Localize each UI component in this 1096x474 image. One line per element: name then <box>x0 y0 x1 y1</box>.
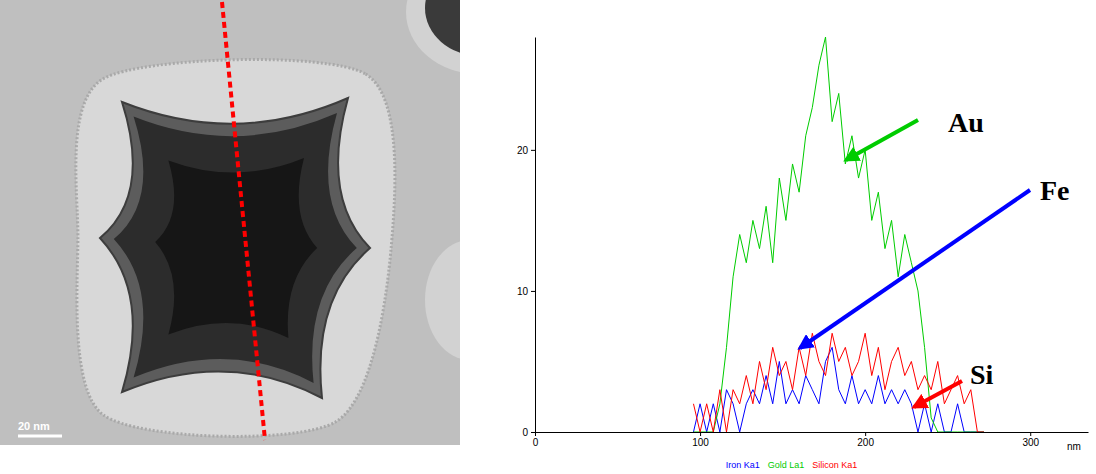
y-tick-label: 20 <box>517 145 529 156</box>
x-tick-mark <box>865 432 866 436</box>
y-tick: 0 <box>522 427 535 438</box>
neighbour-shell <box>425 240 460 360</box>
y-tick: 20 <box>517 145 535 156</box>
y-axis-line <box>535 38 536 433</box>
image-background <box>0 0 460 445</box>
x-tick-mark <box>535 432 536 436</box>
scale-bar <box>18 435 62 438</box>
annotation-label: Si <box>970 359 994 390</box>
x-tick-label: 200 <box>857 437 874 448</box>
series-line <box>693 37 984 432</box>
annotation-arrow <box>846 120 918 160</box>
y-tick-mark <box>531 291 535 292</box>
figure: 20 nm 0 100 200 300 0 10 20 nm Iron Ka1 Gold La1 Si… <box>0 0 1096 474</box>
annotation-label: Fe <box>1040 175 1070 206</box>
neighbour-shell <box>406 0 460 74</box>
scan-line <box>222 2 265 440</box>
chart: 0 100 200 300 0 10 20 nm Iron Ka1 Gold La1 Silicon… <box>517 37 1089 470</box>
annotation-arrow <box>800 190 1030 348</box>
gold-particle-core <box>155 158 317 338</box>
x-tick: 100 <box>692 432 709 448</box>
x-tick: 200 <box>857 432 874 448</box>
y-tick-label: 10 <box>517 286 529 297</box>
silica-shell <box>76 60 395 437</box>
legend-entry: Gold La1 <box>768 460 805 470</box>
x-tick-label: 100 <box>692 437 709 448</box>
neighbour-particle <box>425 0 460 56</box>
x-tick: 300 <box>1022 432 1039 448</box>
y-tick: 10 <box>517 286 535 297</box>
scale-bar-label: 20 nm <box>18 420 50 432</box>
x-axis: 0 100 200 300 <box>533 432 1089 448</box>
x-tick-mark <box>1030 432 1031 436</box>
y-tick-mark <box>531 432 535 433</box>
x-axis-title: nm <box>1067 441 1081 452</box>
legend-entry: Silicon Ka1 <box>812 460 857 470</box>
y-tick-label: 0 <box>522 427 528 438</box>
series-lines <box>693 37 984 432</box>
annotation-arrow <box>914 381 962 407</box>
legend-entry: Iron Ka1 <box>726 460 760 470</box>
legend: Iron Ka1 Gold La1 Silicon Ka1 <box>726 460 858 470</box>
annotations: Au Fe Si <box>800 107 1070 407</box>
x-tick-label: 300 <box>1022 437 1039 448</box>
x-tick: 0 <box>533 432 539 448</box>
annotation-label: Au <box>948 107 984 138</box>
x-tick-label: 0 <box>533 437 539 448</box>
x-tick-mark <box>700 432 701 436</box>
y-axis: 0 10 20 <box>517 38 536 438</box>
x-axis-line <box>536 432 1089 433</box>
series-line <box>693 333 984 432</box>
micrograph <box>0 0 460 445</box>
y-tick-mark <box>531 150 535 151</box>
